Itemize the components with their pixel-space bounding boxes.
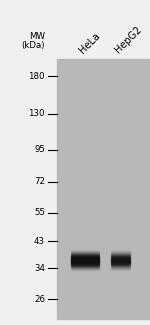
Bar <box>71 251 99 252</box>
Bar <box>71 250 99 251</box>
Bar <box>111 260 130 261</box>
Bar <box>71 252 99 253</box>
Bar <box>111 252 130 253</box>
Bar <box>71 261 99 262</box>
Bar <box>111 263 130 264</box>
Text: 180: 180 <box>28 72 45 81</box>
Bar <box>71 257 99 258</box>
Bar <box>111 253 130 254</box>
Bar <box>111 265 130 266</box>
Bar <box>71 259 99 260</box>
Text: 130: 130 <box>28 109 45 118</box>
Bar <box>111 261 130 262</box>
Bar <box>111 250 130 251</box>
Bar <box>111 251 130 252</box>
Text: 72: 72 <box>34 177 45 186</box>
Bar <box>71 260 99 261</box>
Text: 43: 43 <box>34 237 45 246</box>
Bar <box>111 269 130 270</box>
Bar <box>111 258 130 259</box>
Bar <box>71 253 99 254</box>
Text: 95: 95 <box>34 145 45 154</box>
Bar <box>71 262 99 263</box>
Text: MW
(kDa): MW (kDa) <box>21 32 45 50</box>
Bar <box>111 264 130 265</box>
Bar <box>71 258 99 259</box>
Bar <box>71 265 99 266</box>
Bar <box>111 257 130 258</box>
Bar <box>71 269 99 270</box>
Text: 55: 55 <box>34 208 45 217</box>
Text: HepG2: HepG2 <box>113 25 144 55</box>
Text: 34: 34 <box>34 264 45 273</box>
Bar <box>111 262 130 263</box>
Text: HeLa: HeLa <box>78 31 102 55</box>
Bar <box>111 259 130 260</box>
Text: 26: 26 <box>34 295 45 304</box>
Bar <box>57 58 150 318</box>
Bar <box>111 256 130 257</box>
Bar <box>71 263 99 264</box>
Bar <box>71 256 99 257</box>
Bar <box>71 264 99 265</box>
